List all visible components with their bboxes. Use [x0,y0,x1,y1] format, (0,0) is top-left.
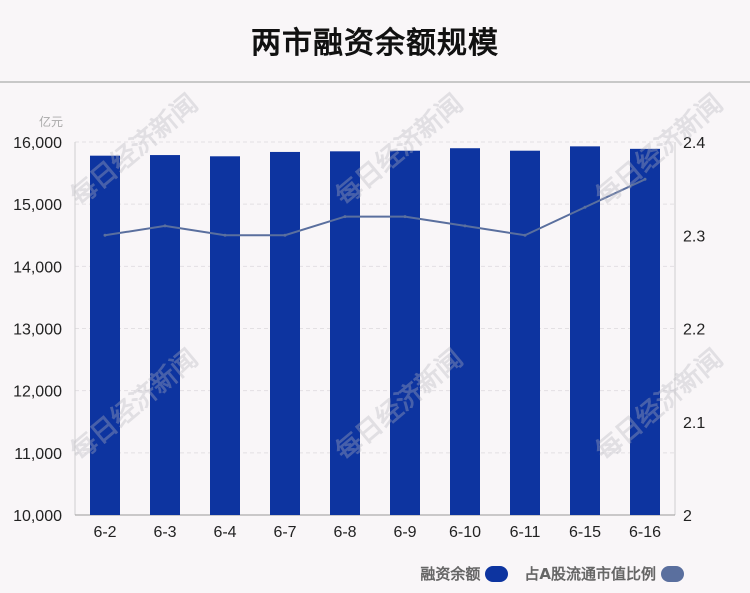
legend-label-ratio: 占A股流通市值比例 [524,565,656,583]
ratio-point [403,215,407,219]
legend-item-balance: 融资余额 [420,563,509,584]
y-left-tick-label: 16,000 [13,135,62,152]
ratio-point [163,224,167,228]
y-left-unit-label: 亿元 [39,114,63,129]
bar [330,151,360,515]
bar [210,156,240,515]
ratio-point [523,233,527,237]
legend-swatch-balance [485,565,509,582]
x-tick-label: 6-15 [569,524,601,541]
x-tick-label: 6-4 [213,524,236,541]
x-tick-label: 6-7 [273,524,296,541]
ratio-point [583,205,587,209]
y-right-tick-label: 2.4 [683,135,705,152]
y-left-tick-label: 15,000 [13,197,62,214]
chart-title: 两市融资余额规模 [251,26,499,61]
ratio-point [343,215,347,219]
y-right-tick-label: 2.1 [683,415,705,432]
bar [630,148,660,516]
y-left-tick-label: 14,000 [13,259,62,276]
x-tick-label: 6-3 [153,524,176,541]
y-right-tick-label: 2.3 [683,228,705,245]
x-tick-label: 6-10 [449,524,481,541]
legend-item-ratio: 占A股流通市值比例 [524,563,684,584]
y-left-tick-label: 13,000 [13,322,62,339]
legend-swatch-ratio [661,565,684,582]
x-tick-label: 6-8 [333,524,356,541]
x-tick-label: 6-9 [393,524,416,541]
bar [450,148,480,515]
ratio-point [643,177,647,181]
ratio-point [283,233,287,237]
bar [510,150,540,515]
y-left-tick-label: 11,000 [14,446,62,463]
ratio-series-line [104,178,646,237]
ratio-point [223,233,227,237]
y-right-tick-label: 2 [683,508,692,525]
title-divider [0,81,750,83]
ratio-point [463,224,467,228]
chart-legend: 融资余额 占A股流通市值比例 [404,563,684,584]
bar [390,150,420,515]
y-left-tick-label: 12,000 [13,384,62,401]
x-tick-label: 6-16 [629,524,661,541]
bar [270,151,300,516]
ratio-point [103,233,107,237]
y-left-tick-label: 10,000 [13,508,62,525]
x-tick-label: 6-11 [510,524,541,541]
y-right-tick-label: 2.2 [683,322,705,339]
legend-label-balance: 融资余额 [420,565,481,583]
x-tick-label: 6-2 [93,524,116,541]
bar [90,155,120,515]
bar [150,155,180,515]
